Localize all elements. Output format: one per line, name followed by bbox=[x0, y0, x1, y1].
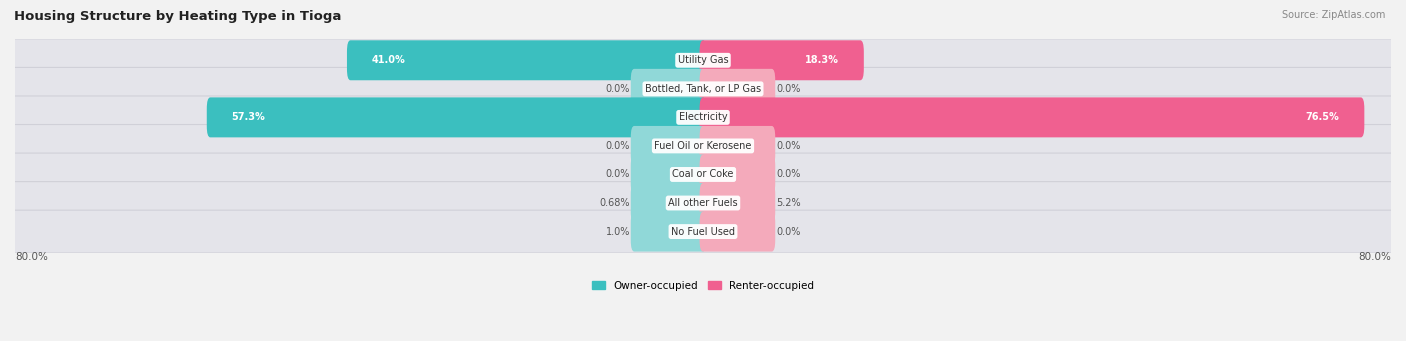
Text: 41.0%: 41.0% bbox=[373, 55, 406, 65]
Text: 0.0%: 0.0% bbox=[776, 169, 800, 179]
Text: 80.0%: 80.0% bbox=[15, 252, 48, 262]
FancyBboxPatch shape bbox=[631, 183, 706, 223]
Text: Electricity: Electricity bbox=[679, 113, 727, 122]
FancyBboxPatch shape bbox=[700, 126, 775, 166]
FancyBboxPatch shape bbox=[700, 154, 775, 194]
FancyBboxPatch shape bbox=[13, 96, 1393, 139]
Text: 0.0%: 0.0% bbox=[776, 141, 800, 151]
Text: Source: ZipAtlas.com: Source: ZipAtlas.com bbox=[1281, 10, 1385, 20]
FancyBboxPatch shape bbox=[13, 124, 1393, 167]
Text: 0.0%: 0.0% bbox=[776, 226, 800, 237]
FancyBboxPatch shape bbox=[700, 40, 863, 80]
Text: 0.68%: 0.68% bbox=[599, 198, 630, 208]
FancyBboxPatch shape bbox=[631, 154, 706, 194]
Text: 18.3%: 18.3% bbox=[806, 55, 839, 65]
FancyBboxPatch shape bbox=[13, 153, 1393, 196]
Text: 0.0%: 0.0% bbox=[606, 84, 630, 94]
Text: 57.3%: 57.3% bbox=[232, 113, 266, 122]
FancyBboxPatch shape bbox=[631, 211, 706, 252]
Text: 0.0%: 0.0% bbox=[606, 141, 630, 151]
Text: 5.2%: 5.2% bbox=[776, 198, 801, 208]
Text: Fuel Oil or Kerosene: Fuel Oil or Kerosene bbox=[654, 141, 752, 151]
FancyBboxPatch shape bbox=[700, 211, 775, 252]
Legend: Owner-occupied, Renter-occupied: Owner-occupied, Renter-occupied bbox=[588, 277, 818, 295]
FancyBboxPatch shape bbox=[631, 126, 706, 166]
FancyBboxPatch shape bbox=[700, 69, 775, 109]
FancyBboxPatch shape bbox=[631, 69, 706, 109]
FancyBboxPatch shape bbox=[13, 39, 1393, 82]
Text: Utility Gas: Utility Gas bbox=[678, 55, 728, 65]
FancyBboxPatch shape bbox=[13, 68, 1393, 110]
FancyBboxPatch shape bbox=[700, 183, 775, 223]
Text: Bottled, Tank, or LP Gas: Bottled, Tank, or LP Gas bbox=[645, 84, 761, 94]
Text: Coal or Coke: Coal or Coke bbox=[672, 169, 734, 179]
FancyBboxPatch shape bbox=[13, 182, 1393, 224]
FancyBboxPatch shape bbox=[700, 98, 1364, 137]
Text: All other Fuels: All other Fuels bbox=[668, 198, 738, 208]
Text: 0.0%: 0.0% bbox=[606, 169, 630, 179]
Text: Housing Structure by Heating Type in Tioga: Housing Structure by Heating Type in Tio… bbox=[14, 10, 342, 23]
Text: 0.0%: 0.0% bbox=[776, 84, 800, 94]
Text: 80.0%: 80.0% bbox=[1358, 252, 1391, 262]
FancyBboxPatch shape bbox=[347, 40, 706, 80]
FancyBboxPatch shape bbox=[13, 210, 1393, 253]
FancyBboxPatch shape bbox=[207, 98, 706, 137]
Text: No Fuel Used: No Fuel Used bbox=[671, 226, 735, 237]
Text: 76.5%: 76.5% bbox=[1306, 113, 1340, 122]
Text: 1.0%: 1.0% bbox=[606, 226, 630, 237]
